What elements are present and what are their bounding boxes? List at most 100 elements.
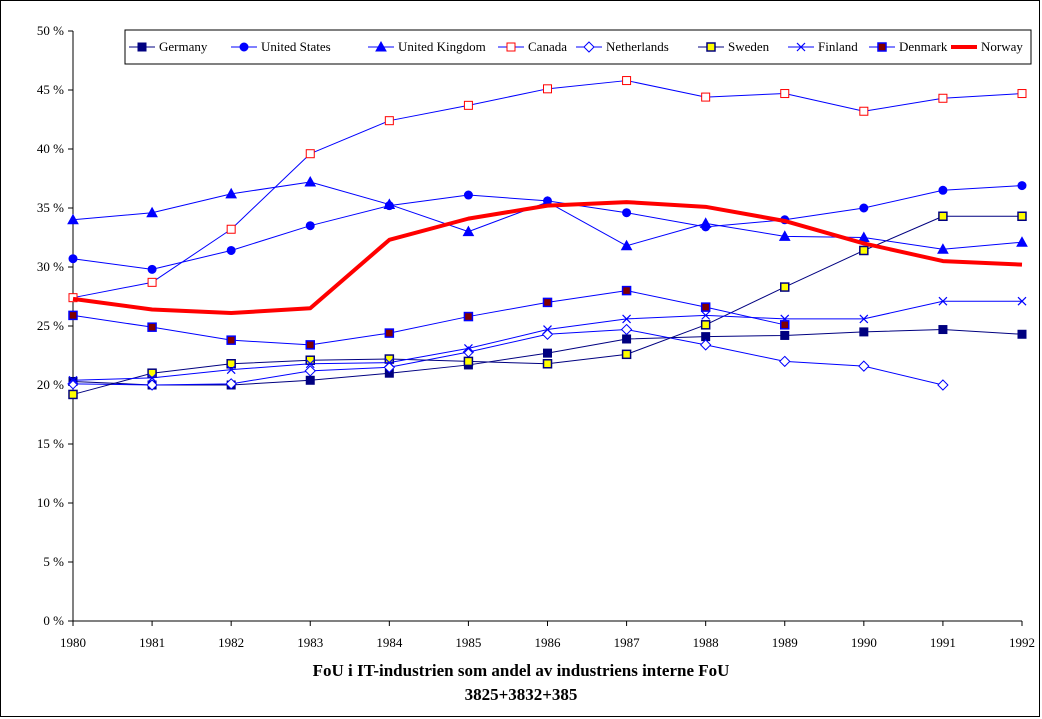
data-point-united-states — [463, 190, 473, 200]
data-point-germany — [859, 327, 869, 337]
legend-label: Finland — [818, 39, 858, 54]
series-line-denmark — [72, 290, 785, 346]
marker-stroke — [1017, 296, 1027, 306]
data-point-denmark — [147, 322, 157, 332]
data-point-germany — [305, 375, 315, 385]
y-tick-label: 20 % — [37, 377, 64, 392]
legend-marker — [375, 40, 387, 52]
data-point-sweden — [621, 349, 632, 360]
data-point-denmark — [384, 328, 395, 338]
data-point-united-states — [147, 264, 157, 274]
data-point-united-kingdom — [67, 213, 79, 225]
y-tick-label: 50 % — [37, 23, 64, 38]
series-line-norway — [72, 200, 1023, 316]
data-point-netherlands — [937, 379, 949, 391]
x-tick-label: 1987 — [614, 635, 641, 650]
data-point-canada — [780, 89, 790, 99]
data-point-sweden — [1017, 211, 1027, 222]
y-tick-label: 30 % — [37, 259, 64, 274]
data-point-united-kingdom — [462, 225, 475, 237]
data-point-canada — [622, 76, 632, 86]
legend-marker — [706, 42, 716, 52]
legend-marker — [877, 42, 887, 52]
data-point-germany — [1017, 329, 1027, 339]
x-tick-label: 1982 — [218, 635, 244, 650]
x-tick-label: 1983 — [297, 635, 323, 650]
data-point-finland — [68, 375, 78, 385]
data-point-sweden — [463, 356, 474, 367]
series-line-netherlands — [72, 329, 944, 386]
series-norway — [72, 200, 1023, 316]
data-point-canada — [859, 106, 869, 116]
data-point-sweden — [859, 245, 869, 256]
legend-item-sweden: Sweden — [698, 39, 770, 54]
data-point-denmark — [68, 310, 78, 321]
marker-stroke — [796, 42, 806, 52]
data-point-finland — [543, 325, 552, 334]
legend-item-united-kingdom: United Kingdom — [368, 39, 486, 54]
data-point-germany — [622, 334, 632, 344]
data-point-united-kingdom — [778, 230, 791, 241]
series-lines — [67, 76, 1028, 400]
legend-label: Norway — [981, 39, 1023, 54]
legend: Germany United States United Kingdom Canada… — [124, 29, 1032, 65]
x-tick-label: 1985 — [455, 635, 481, 650]
series-denmark — [68, 285, 790, 350]
legend-marker — [506, 42, 516, 52]
data-point-united-states — [305, 221, 315, 231]
data-point-netherlands — [304, 365, 316, 377]
data-point-denmark — [463, 311, 474, 322]
marker-stroke — [463, 343, 473, 353]
marker-stroke — [859, 314, 869, 324]
axes: 0 % 5 % 10 % 15 % 20 % 25 % 30 % 35 % 40 % 45 % 50… — [37, 23, 1035, 650]
legend-item-norway: Norway — [951, 39, 1023, 54]
data-point-finland — [463, 343, 473, 353]
data-point-united-states — [226, 245, 236, 255]
data-point-finland — [622, 314, 632, 324]
data-point-finland — [384, 358, 394, 368]
marker-stroke — [147, 373, 157, 383]
data-point-united-kingdom — [383, 198, 396, 209]
y-tick-label: 0 % — [43, 613, 64, 628]
data-point-united-kingdom — [620, 239, 633, 251]
data-point-denmark — [226, 335, 236, 345]
data-point-netherlands — [779, 355, 791, 368]
y-tick-label: 10 % — [37, 495, 64, 510]
y-tick-label: 35 % — [37, 200, 64, 215]
legend-marker — [796, 42, 806, 52]
marker-stroke — [543, 325, 552, 334]
legend-marker — [583, 41, 595, 53]
chart-subtitle: 3825+3832+385 — [464, 685, 578, 704]
data-point-united-kingdom — [225, 187, 238, 199]
y-tick-label: 5 % — [43, 554, 64, 569]
x-tick-label: 1991 — [930, 635, 956, 650]
legend-item-netherlands: Netherlands — [576, 39, 669, 54]
legend-label: Canada — [528, 39, 567, 54]
data-point-netherlands — [67, 378, 79, 390]
data-point-netherlands — [620, 323, 633, 336]
series-united-states — [68, 181, 1027, 274]
data-point-denmark — [305, 340, 315, 350]
data-point-netherlands — [225, 378, 237, 390]
marker-stroke — [226, 365, 236, 375]
data-point-united-states — [622, 208, 632, 218]
data-point-netherlands — [146, 379, 158, 391]
data-point-finland — [701, 310, 711, 320]
x-tick-label: 1992 — [1009, 635, 1035, 650]
data-point-canada — [226, 224, 236, 234]
legend-item-germany: Germany — [129, 39, 208, 54]
data-point-sweden — [226, 359, 236, 369]
data-point-united-states — [1017, 181, 1027, 191]
marker-stroke — [305, 359, 315, 369]
y-tick-label: 25 % — [37, 318, 64, 333]
data-point-united-states — [938, 185, 948, 195]
legend-label: Germany — [159, 39, 208, 54]
data-point-sweden — [147, 368, 157, 378]
data-point-sweden — [938, 211, 948, 222]
data-point-finland — [305, 359, 315, 369]
data-point-canada — [463, 100, 473, 110]
marker-stroke — [384, 358, 394, 368]
y-tick-label: 40 % — [37, 141, 64, 156]
